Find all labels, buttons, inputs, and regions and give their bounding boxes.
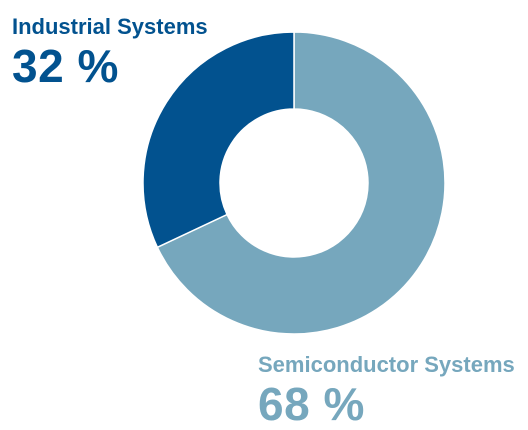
industrial-systems-label: Industrial Systems 32 %	[12, 14, 208, 92]
slice-semiconductor-systems	[156, 31, 446, 335]
semiconductor-systems-percent: 68 %	[258, 378, 365, 430]
semiconductor-systems-name: Semiconductor Systems	[258, 352, 515, 377]
industrial-systems-name: Industrial Systems	[12, 14, 208, 39]
slice-industrial-systems	[142, 31, 295, 249]
semiconductor-systems-label: Semiconductor Systems 68 %	[258, 352, 515, 430]
industrial-systems-percent: 32 %	[12, 40, 119, 92]
